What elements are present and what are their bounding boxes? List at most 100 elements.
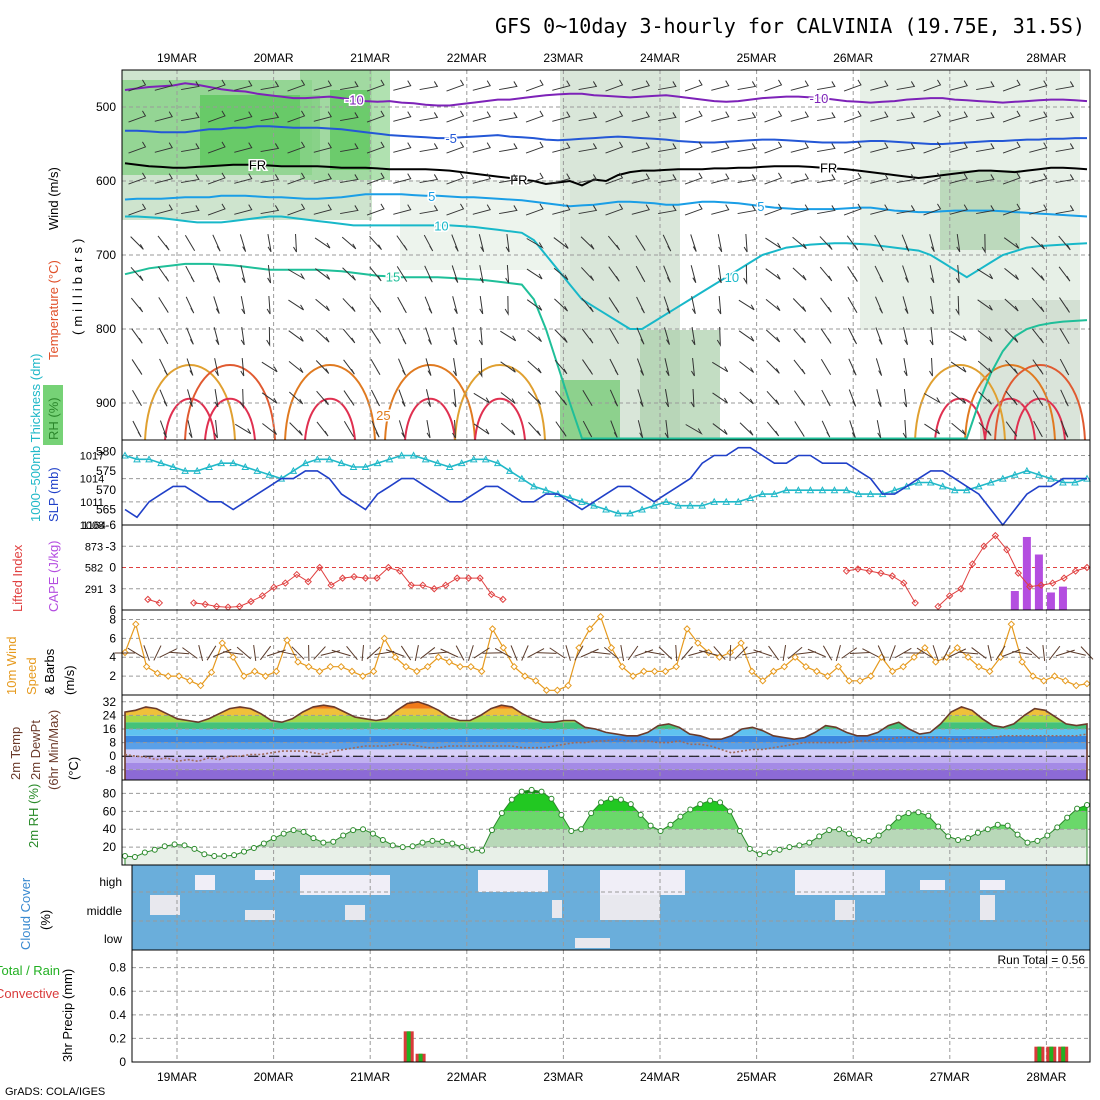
wind-barb [186,358,194,376]
date-tick-bottom-22MAR: 22MAR [447,1070,487,1084]
wind-barb [426,420,431,439]
thickness-marker [530,482,538,490]
thickness-marker [698,501,707,509]
wind-barb [479,265,484,284]
wind-speed-marker [542,686,551,694]
temp-band [125,735,1087,743]
wind-barb [478,357,483,378]
wind-barb [505,234,510,253]
wind-barb [896,174,916,184]
wind-barb [446,172,465,185]
contour-label--5: -5 [445,131,457,146]
thickness-marker [301,459,310,467]
rh-band [125,829,1087,848]
rh-marker [1014,831,1021,838]
wind-barb [902,296,909,314]
date-tick-top-20MAR: 20MAR [254,51,294,65]
wind-barb [766,390,780,406]
wind-barb [609,327,619,345]
cloud-axis-label-2: (%) [38,910,53,930]
wind-barb [1002,79,1021,92]
wind-barb [552,142,571,153]
wind-barb [605,110,624,123]
li-marker [419,581,427,589]
wind-barb [877,645,886,661]
rh-marker [875,832,882,839]
wind-barb [950,361,967,373]
wind-barb [287,172,306,185]
wind-barb [699,650,719,656]
wind-barb [214,419,218,439]
wind-barb [862,648,880,658]
wind-barb [846,235,859,251]
wind-barb [223,651,244,655]
wind-barb [716,326,721,347]
wind-speed-marker [748,667,756,676]
wind-barb [1059,358,1070,376]
rh-marker [984,826,991,833]
wind-barb [790,173,809,184]
wind-barb [159,420,168,438]
wind-speed-marker [586,625,594,633]
wind-barb [790,204,809,215]
wind-barb [950,330,967,342]
wind-barb [765,237,781,249]
wind-barb [293,233,297,253]
rh-band [125,847,1087,865]
wind-barb [396,235,408,251]
wind-barb [578,143,598,153]
wind-barb [766,360,780,374]
wind-barb [366,203,385,216]
wind-barb [604,646,619,660]
rh-marker [974,829,981,836]
hot-isotherm-5 [984,397,1036,441]
wind-barb [527,329,542,343]
wind-barb [658,81,677,91]
thickness-marker [794,486,803,494]
wind-barb [366,172,385,185]
thickness-marker [421,455,430,463]
temp-axis-label-2: 2m DewPt [28,720,43,780]
wind-barb [154,142,173,153]
cloud-block-12 [835,900,855,920]
wind-speed-marker [910,653,918,661]
wind-barb [159,358,168,376]
wind-barb [1002,172,1021,185]
wind-barb [949,80,968,91]
hot-isotherm-1 [204,397,256,441]
wind-axis-label-1: 10m Wind [4,636,19,695]
rh-marker [479,847,486,854]
wind-barb [158,327,169,345]
rh-marker [726,808,733,815]
wind-barb [580,236,595,250]
wind-speed-marker [931,658,940,666]
wind-speed-marker [359,672,367,680]
wind-barb [819,266,833,282]
rh-marker [429,837,436,844]
wind-barb [554,359,568,375]
wind-barb [664,327,670,345]
wind-barb [627,645,639,661]
wind-axis-label-4: (m/s) [62,665,77,695]
wind-barb [240,265,246,283]
wind-barb [478,326,483,346]
li-marker [854,565,862,573]
li-marker [144,595,152,604]
wind-tick-6: 6 [109,631,116,645]
wind-barb [663,265,671,283]
wind-barb [239,234,247,252]
wind-barb [1005,421,1018,437]
rh-marker [1024,839,1031,846]
wind-barb [370,328,381,344]
li-line [147,598,160,604]
wind-barb [870,173,889,184]
wind-barb [313,80,332,91]
li-marker [361,574,370,582]
wind-barb [315,360,330,374]
wind-barb [847,266,858,282]
hot-isotherm-3 [404,397,456,441]
thickness-marker [926,478,935,486]
warm-isotherm-4 [454,364,546,441]
cloud-block-0 [195,875,215,890]
wind-barb [664,358,670,377]
